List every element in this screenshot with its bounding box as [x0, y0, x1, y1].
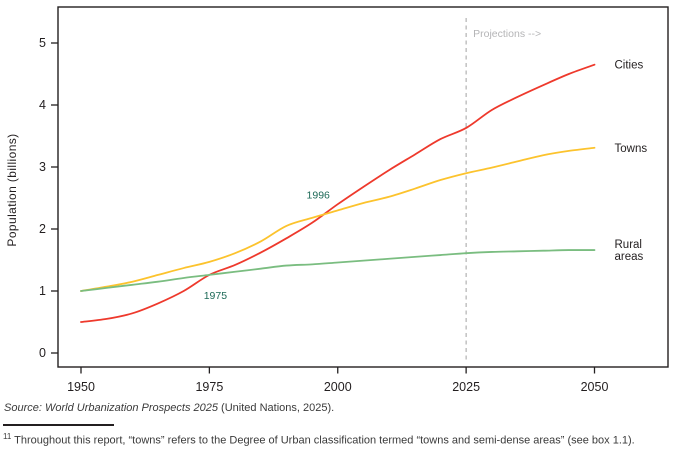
plot-frame — [57, 6, 669, 368]
y-axis-tick-label: 3 — [39, 160, 46, 174]
x-axis-tick-label: 2050 — [581, 380, 609, 394]
projection-label: Projections --> — [473, 28, 541, 40]
footnote-marker: 11 — [3, 432, 12, 441]
y-axis-tick-label: 4 — [39, 98, 46, 112]
y-axis-tick-label: 1 — [39, 284, 46, 298]
y-axis-title: Population (billions) — [5, 133, 19, 246]
crossing-year-annotation: 1975 — [204, 290, 228, 302]
source-note-title: Source: World Urbanization Prospects 202… — [4, 402, 218, 414]
series-label-towns: Towns — [615, 143, 648, 155]
footnote-separator — [3, 424, 114, 426]
x-axis-tick-label: 2000 — [324, 380, 352, 394]
x-axis-tick-label: 1950 — [67, 380, 95, 394]
x-axis-tick-label: 2025 — [452, 380, 480, 394]
x-axis-tick-label: 1975 — [195, 380, 223, 394]
y-axis-tick-label: 5 — [39, 36, 46, 50]
footnote: 11 Throughout this report, “towns” refer… — [3, 430, 681, 448]
series-line-cities — [80, 63, 596, 323]
source-note-publisher: (United Nations, 2025). — [218, 402, 335, 414]
crossing-year-annotation: 1996 — [307, 190, 331, 202]
footnote-text: Throughout this report, “towns” refers t… — [11, 434, 635, 447]
series-line-towns — [80, 146, 596, 292]
population-line-chart: 0 1 2 3 4 5 1950 1975 2000 2025 2050 Population (bi… — [5, 6, 669, 394]
series-label-cities: Cities — [615, 60, 644, 72]
source-note: Source: World Urbanization Prospects 202… — [4, 402, 334, 414]
series-label-rural-areas: Rural areas — [615, 239, 644, 263]
y-axis-tick-label: 2 — [39, 222, 46, 236]
y-axis-tick-label: 0 — [39, 346, 46, 360]
series-line-rural-areas — [80, 249, 596, 292]
